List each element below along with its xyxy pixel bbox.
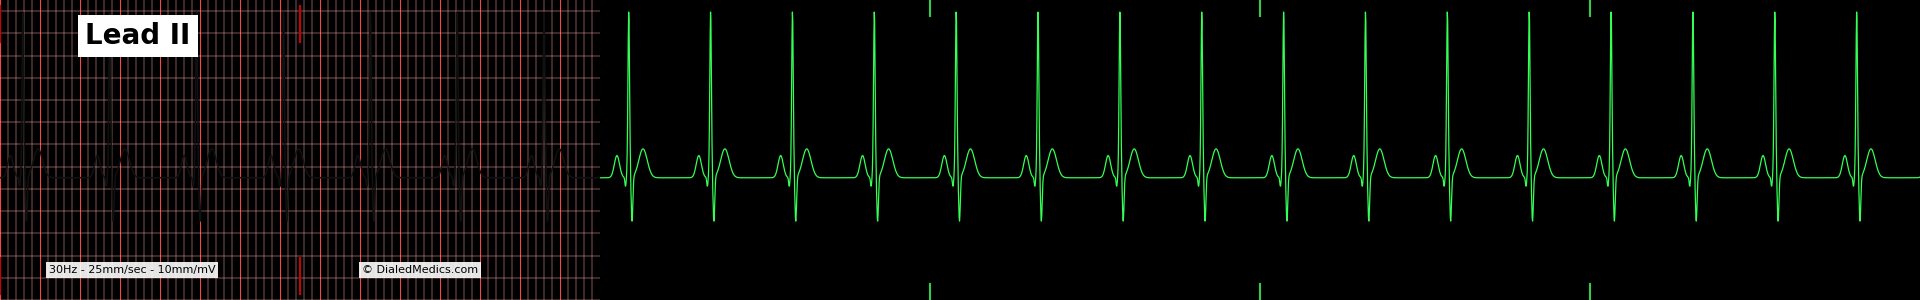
- Text: 30Hz - 25mm/sec - 10mm/mV: 30Hz - 25mm/sec - 10mm/mV: [48, 265, 215, 275]
- Text: © DialedMedics.com: © DialedMedics.com: [363, 265, 478, 275]
- Text: Lead II: Lead II: [84, 22, 190, 50]
